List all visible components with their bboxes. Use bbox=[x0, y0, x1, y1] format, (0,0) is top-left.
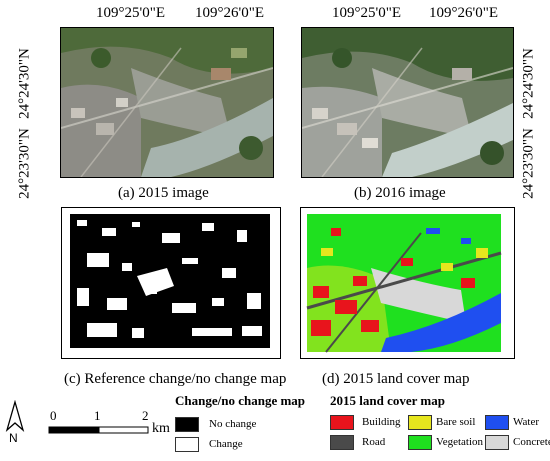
lat-label-bottom-right: 24°23'30"N bbox=[520, 128, 537, 199]
lat-label-top-left: 24°24'30"N bbox=[16, 48, 33, 119]
legend-swatch-water bbox=[485, 415, 509, 430]
change-legend-title: Change/no change map bbox=[175, 393, 306, 408]
lat-label-top-right: 24°24'30"N bbox=[520, 48, 537, 119]
change-map-image bbox=[70, 214, 270, 348]
lat-label-bottom-left: 24°23'30"N bbox=[16, 128, 33, 199]
landcover-legend-title: 2015 land cover map bbox=[330, 393, 445, 408]
caption-d: (d) 2015 land cover map bbox=[322, 371, 470, 387]
legend-swatch-vegetation bbox=[408, 435, 432, 450]
scale-tick-0: 0 bbox=[50, 408, 57, 423]
lon-label-left-b: 109°25'0"E bbox=[332, 5, 401, 21]
satellite-image-2016 bbox=[302, 28, 513, 177]
legend-label-no-change: No change bbox=[209, 418, 257, 430]
lat-labels-right: 24°24'30"N 24°23'30"N bbox=[512, 28, 546, 199]
caption-b: (b) 2016 image bbox=[354, 185, 446, 201]
north-label: N bbox=[9, 431, 18, 445]
caption-c: (c) Reference change/no change map bbox=[64, 371, 287, 387]
legend-label-building: Building bbox=[362, 416, 401, 428]
scale-unit: km bbox=[152, 421, 170, 436]
scale-tick-1: 1 bbox=[94, 408, 101, 423]
panel-c-change-map bbox=[61, 207, 281, 359]
legend-label-vegetation: Vegetation bbox=[436, 436, 484, 448]
legend-swatch-bare-soil bbox=[408, 415, 432, 430]
legend-swatch-change bbox=[175, 437, 199, 452]
north-arrow: N bbox=[4, 400, 26, 448]
satellite-image-2015 bbox=[61, 28, 273, 177]
legend-label-bare-soil: Bare soil bbox=[436, 416, 476, 428]
legend-label-road: Road bbox=[362, 436, 386, 448]
legend-label-concrete: Concrete bbox=[513, 436, 550, 448]
panel-d-landcover-map bbox=[300, 207, 515, 359]
lat-labels-left: 24°24'30"N 24°23'30"N bbox=[8, 28, 42, 199]
change-legend: Change/no change map No change Change bbox=[175, 393, 325, 459]
lon-label-right-b: 109°26'0"E bbox=[429, 5, 498, 21]
scale-bar: 0 1 2 km bbox=[48, 409, 178, 443]
scale-tick-2: 2 bbox=[142, 408, 149, 423]
legend-swatch-building bbox=[330, 415, 354, 430]
legend-swatch-road bbox=[330, 435, 354, 450]
caption-a: (a) 2015 image bbox=[118, 185, 209, 201]
legend-swatch-no-change bbox=[175, 417, 199, 432]
landcover-legend: 2015 land cover map Building Bare soil W… bbox=[330, 393, 550, 459]
scale-bar-graphic bbox=[48, 426, 149, 434]
legend-label-change: Change bbox=[209, 438, 243, 450]
legend-swatch-concrete bbox=[485, 435, 509, 450]
legend-label-water: Water bbox=[513, 416, 539, 428]
lon-label-right-a: 109°26'0"E bbox=[195, 5, 264, 21]
landcover-map-image bbox=[306, 214, 502, 353]
panel-b-2016-image bbox=[301, 27, 514, 178]
north-arrow-icon bbox=[5, 400, 25, 432]
lon-label-left-a: 109°25'0"E bbox=[96, 5, 165, 21]
panel-a-2015-image bbox=[60, 27, 274, 178]
